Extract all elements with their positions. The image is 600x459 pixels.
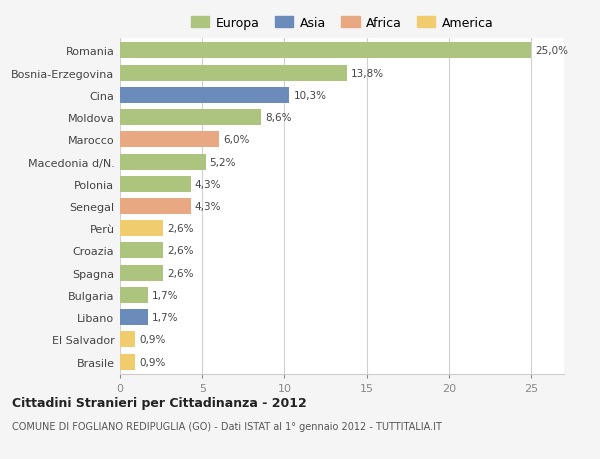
Text: 13,8%: 13,8%: [351, 68, 384, 78]
Text: 2,6%: 2,6%: [167, 224, 193, 234]
Text: COMUNE DI FOGLIANO REDIPUGLIA (GO) - Dati ISTAT al 1° gennaio 2012 - TUTTITALIA.: COMUNE DI FOGLIANO REDIPUGLIA (GO) - Dat…: [12, 421, 442, 431]
Text: 1,7%: 1,7%: [152, 291, 179, 300]
Text: 8,6%: 8,6%: [266, 113, 292, 123]
Bar: [120, 110, 262, 126]
Bar: [120, 199, 191, 214]
Bar: [120, 66, 347, 81]
Bar: [120, 88, 289, 104]
Text: 10,3%: 10,3%: [293, 90, 326, 101]
Text: 25,0%: 25,0%: [535, 46, 568, 56]
Bar: [120, 354, 135, 370]
Bar: [120, 243, 163, 259]
Text: 5,2%: 5,2%: [209, 157, 236, 167]
Bar: [120, 154, 206, 170]
Bar: [120, 265, 163, 281]
Text: 4,3%: 4,3%: [195, 202, 221, 212]
Bar: [120, 309, 148, 325]
Legend: Europa, Asia, Africa, America: Europa, Asia, Africa, America: [191, 17, 493, 30]
Text: 6,0%: 6,0%: [223, 135, 249, 145]
Bar: [120, 176, 191, 192]
Bar: [120, 287, 148, 303]
Bar: [120, 132, 218, 148]
Bar: [120, 221, 163, 237]
Text: Cittadini Stranieri per Cittadinanza - 2012: Cittadini Stranieri per Cittadinanza - 2…: [12, 396, 307, 409]
Text: 0,9%: 0,9%: [139, 357, 165, 367]
Bar: [120, 332, 135, 347]
Bar: [120, 43, 531, 59]
Text: 0,9%: 0,9%: [139, 335, 165, 345]
Text: 1,7%: 1,7%: [152, 313, 179, 323]
Text: 2,6%: 2,6%: [167, 246, 193, 256]
Text: 4,3%: 4,3%: [195, 179, 221, 190]
Text: 2,6%: 2,6%: [167, 268, 193, 278]
